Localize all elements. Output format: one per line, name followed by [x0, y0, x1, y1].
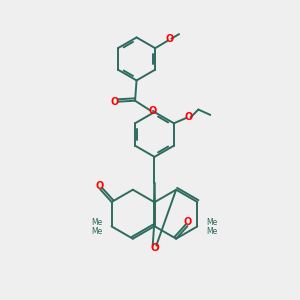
Text: O: O — [165, 34, 174, 44]
Text: O: O — [150, 243, 159, 253]
Text: O: O — [185, 112, 193, 122]
Text: O: O — [184, 217, 192, 227]
Text: O: O — [149, 106, 157, 116]
Text: Me: Me — [92, 218, 103, 227]
Text: Me: Me — [206, 218, 217, 227]
Text: O: O — [96, 181, 104, 190]
Text: Me: Me — [92, 227, 103, 236]
Text: Me: Me — [206, 227, 217, 236]
Text: O: O — [111, 97, 119, 106]
